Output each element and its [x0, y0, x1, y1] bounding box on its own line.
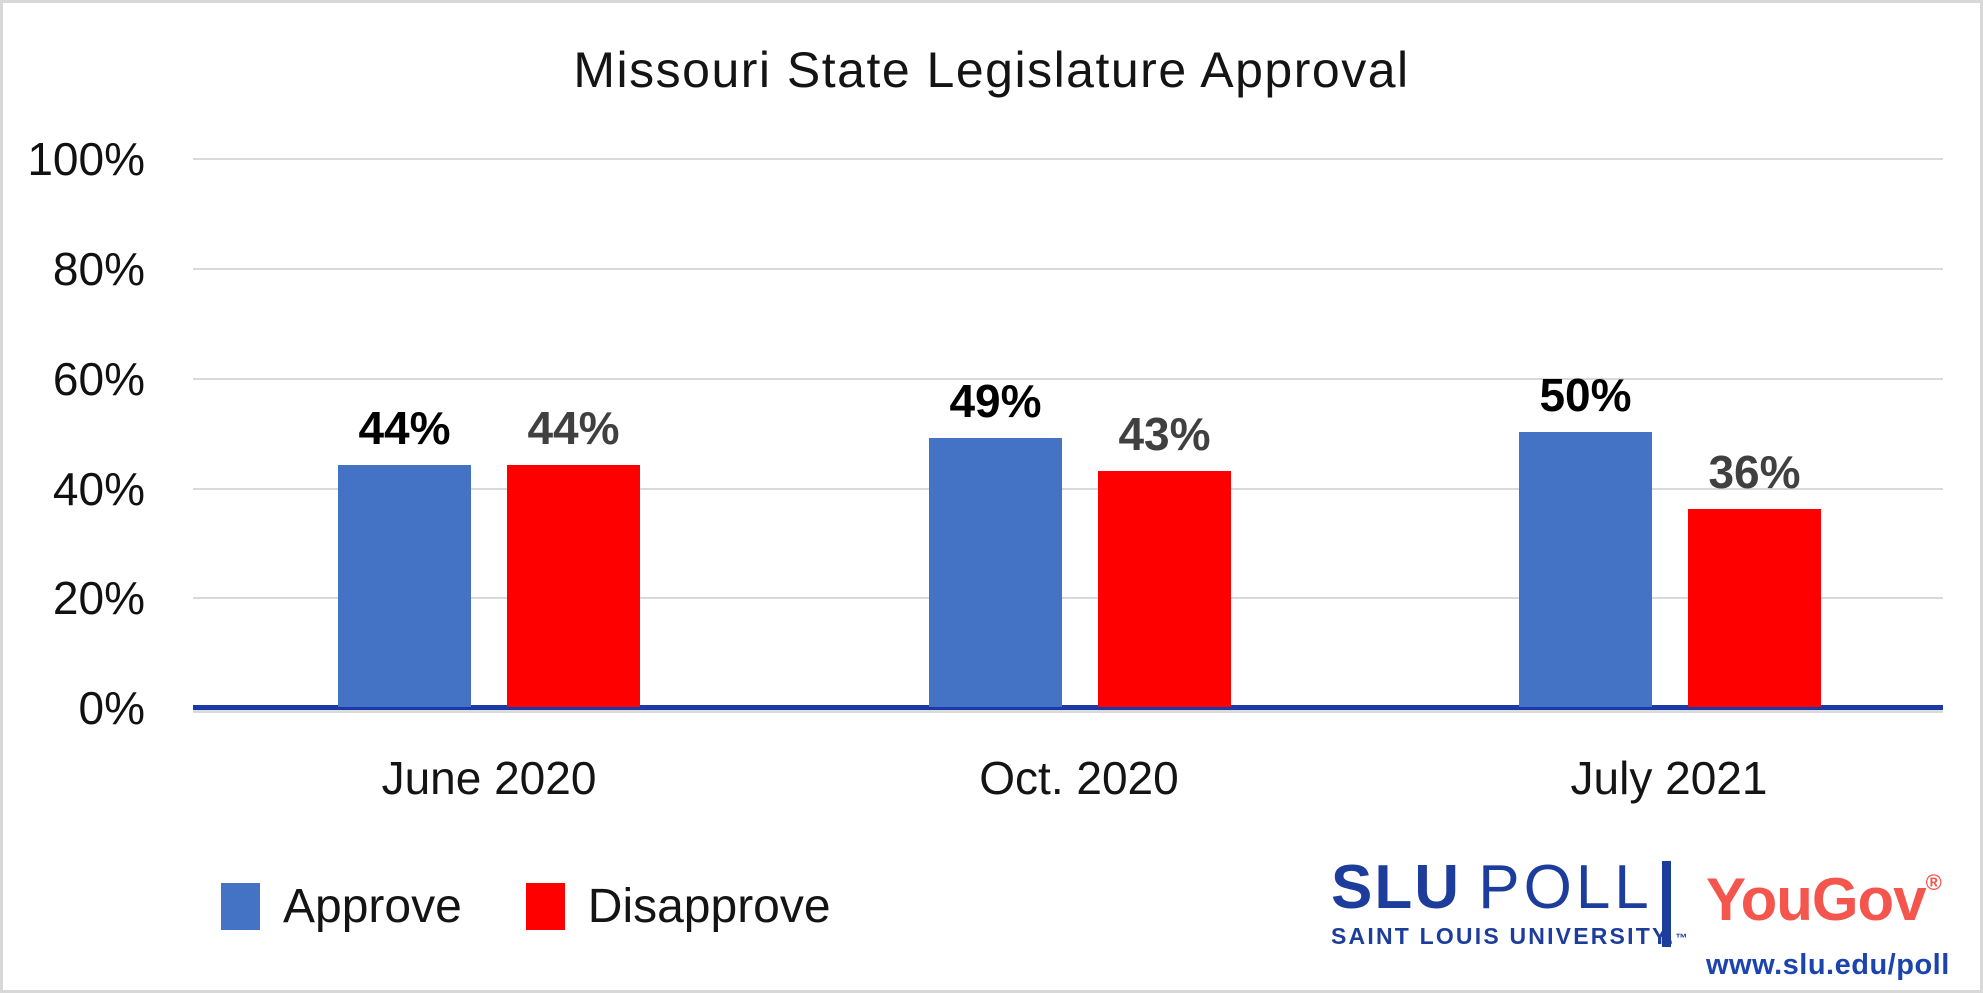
- approve-legend-swatch: [221, 883, 260, 930]
- disapprove-bar-value-label: 36%: [1708, 446, 1801, 498]
- slu-university-label: SAINT LOUIS UNIVERSITY.: [1331, 923, 1676, 949]
- trademark-symbol: ™: [1675, 931, 1690, 945]
- approve-bar: [1519, 432, 1652, 707]
- disapprove-bar: [1688, 509, 1821, 707]
- gridline-20: [193, 597, 1943, 599]
- y-tick-20: 20%: [52, 572, 145, 624]
- approve-bar-value-label: 44%: [358, 402, 451, 454]
- plot-area: 44% 49% 50% 44% 43% 36%: [193, 158, 1943, 710]
- y-tick-40: 40%: [52, 463, 145, 515]
- gridline-40: [193, 488, 1943, 490]
- disapprove-bar: [507, 465, 640, 707]
- gridline-100: [193, 158, 1943, 160]
- y-tick-60: 60%: [52, 353, 145, 405]
- y-tick-0: 0%: [78, 682, 145, 734]
- gridline-80: [193, 268, 1943, 270]
- disapprove-bar: [1098, 471, 1231, 707]
- poll-wordmark-text: POLL: [1478, 853, 1653, 922]
- slu-poll-url: www.slu.edu/poll: [1706, 949, 1950, 981]
- legend: Approve Disapprove: [221, 879, 831, 934]
- disapprove-bar-value-label: 44%: [527, 402, 620, 454]
- approve-bar: [929, 438, 1062, 707]
- x-axis-baseline: [193, 705, 1943, 710]
- chart-title: Missouri State Legislature Approval: [573, 42, 1410, 98]
- slu-poll-wordmark: SLU POLL: [1331, 857, 1690, 919]
- yougov-logo: YouGov®: [1706, 865, 1942, 934]
- approve-bar-value-label: 49%: [949, 375, 1042, 427]
- slu-wordmark-text: SLU: [1331, 853, 1461, 922]
- registered-symbol: ®: [1925, 870, 1942, 895]
- x-label-oct-2020: Oct. 2020: [979, 752, 1179, 804]
- yougov-wordmark-text: YouGov: [1706, 866, 1927, 933]
- y-tick-100: 100%: [27, 133, 145, 185]
- disapprove-bar-value-label: 43%: [1118, 408, 1211, 460]
- slu-poll-logo: SLU POLL SAINT LOUIS UNIVERSITY.™: [1331, 857, 1690, 950]
- y-tick-80: 80%: [52, 243, 145, 295]
- x-label-july-2021: July 2021: [1570, 752, 1768, 804]
- approve-bar: [338, 465, 471, 707]
- disapprove-legend-swatch: [525, 883, 565, 930]
- slu-university-text: SAINT LOUIS UNIVERSITY.™: [1331, 923, 1690, 950]
- approve-legend-label: Approve: [283, 880, 462, 933]
- gridline-60: [193, 378, 1943, 380]
- approve-bar-value-label: 50%: [1539, 369, 1632, 421]
- logo-divider-bar: [1662, 861, 1671, 947]
- disapprove-legend-label: Disapprove: [587, 880, 831, 933]
- x-label-june-2020: June 2020: [381, 752, 597, 804]
